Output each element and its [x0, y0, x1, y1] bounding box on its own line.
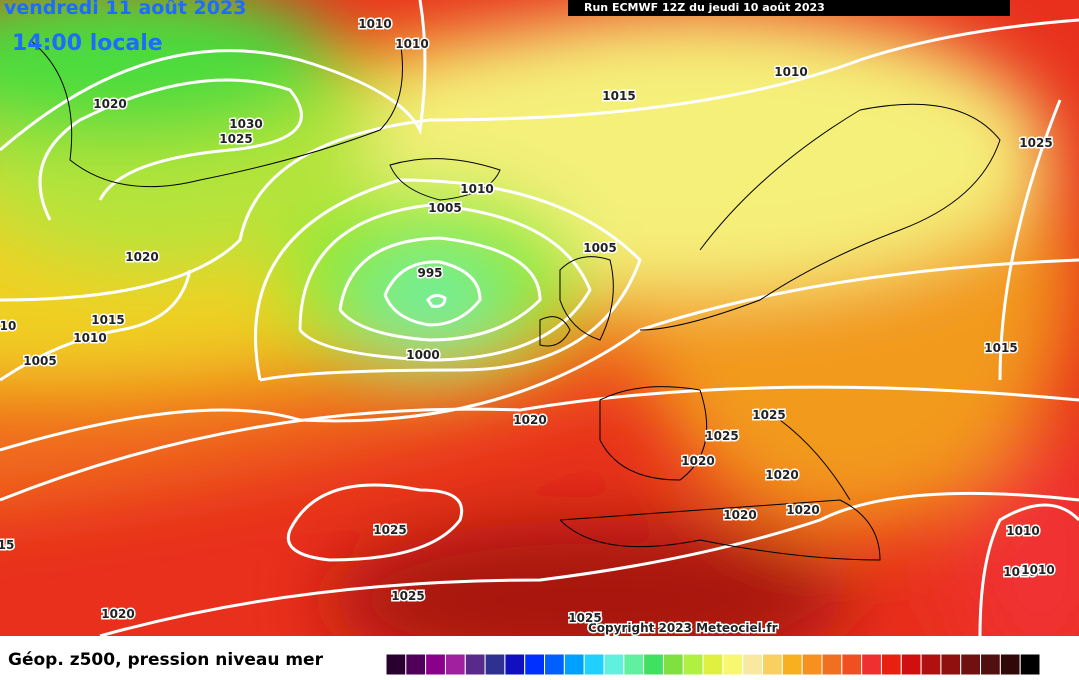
- color-swatch: [722, 653, 744, 676]
- isobars: [0, 0, 1079, 636]
- color-swatch: [464, 653, 486, 676]
- isobar-label: 995: [417, 266, 442, 280]
- isobar-label: 1020: [513, 413, 546, 427]
- isobar-label: 15: [0, 538, 14, 552]
- color-swatch: [405, 653, 427, 676]
- isobar-label: 1025: [373, 523, 406, 537]
- color-swatch: [623, 653, 645, 676]
- isobar-label: 1030: [229, 117, 262, 131]
- isobar-label: 1010: [774, 65, 807, 79]
- isobar-label: 1010: [1006, 524, 1039, 538]
- color-swatch: [781, 653, 803, 676]
- color-swatch: [603, 653, 625, 676]
- color-scale: [385, 653, 1041, 676]
- isobar-label: 1020: [786, 503, 819, 517]
- isobar-labels: 1010101010201030102510151010102510101005…: [0, 16, 1056, 627]
- isobar-label: 1025: [391, 589, 424, 603]
- isobar-label: 1020: [681, 454, 714, 468]
- isobar-label: 1020: [125, 250, 158, 264]
- color-swatch: [742, 653, 764, 676]
- isobar-label: 10: [0, 319, 16, 333]
- isobar-label: 1020: [723, 508, 756, 522]
- color-swatch: [702, 653, 724, 676]
- legend-title: Géop. z500, pression niveau mer: [8, 650, 324, 670]
- color-swatch: [920, 653, 942, 676]
- color-swatch: [1019, 653, 1041, 676]
- isobar-label: 1010: [1003, 565, 1036, 579]
- copyright: Copyright 2023 Meteociel.fr: [588, 621, 778, 635]
- coastlines: [29, 39, 1001, 561]
- color-swatch: [880, 653, 902, 676]
- color-swatch: [762, 653, 783, 676]
- color-swatch: [801, 653, 823, 676]
- isobar-label: 1010: [460, 182, 493, 196]
- color-swatch: [940, 653, 962, 676]
- isobar-label: 1005: [23, 354, 56, 368]
- color-swatch: [583, 653, 605, 676]
- isobar-label: 1010: [358, 17, 391, 31]
- color-swatch: [544, 653, 565, 676]
- isobar-label: 1025: [705, 429, 738, 443]
- color-swatch: [900, 653, 922, 676]
- color-swatch: [821, 653, 843, 676]
- isobar-label: 1010: [1021, 563, 1054, 577]
- color-swatch: [524, 653, 546, 676]
- isobar-label: 1025: [568, 611, 601, 625]
- run-text: Run ECMWF 12Z du jeudi 10 août 2023: [584, 1, 825, 14]
- isobar-label: 1000: [406, 348, 439, 362]
- color-swatch: [484, 653, 506, 676]
- run-banner: [568, 0, 1010, 16]
- color-swatch: [841, 653, 863, 676]
- isobar-label: 1020: [765, 468, 798, 482]
- color-swatch: [504, 653, 526, 676]
- color-swatch: [861, 653, 882, 676]
- color-swatch: [643, 653, 664, 676]
- isobar-label: 1015: [91, 313, 124, 327]
- isobar-label: 1015: [602, 89, 635, 103]
- isobar-label: 1025: [752, 408, 785, 422]
- color-swatch: [385, 653, 407, 676]
- isobar-label: 1025: [219, 132, 252, 146]
- isobar-label: 1025: [1019, 136, 1052, 150]
- color-swatch: [662, 653, 684, 676]
- isobar-label: 1015: [984, 341, 1017, 355]
- isobar-label: 1010: [395, 37, 428, 51]
- color-swatch: [682, 653, 704, 676]
- isobar-label: 1005: [583, 241, 616, 255]
- date-title: vendredi 11 août 2023: [4, 0, 246, 19]
- color-swatch: [999, 653, 1021, 676]
- isobar-label: 1020: [93, 97, 126, 111]
- color-swatch: [980, 653, 1001, 676]
- isobar-label: 1005: [428, 201, 461, 215]
- color-swatch: [563, 653, 585, 676]
- color-swatch: [425, 653, 446, 676]
- color-swatch: [960, 653, 982, 676]
- color-swatch: [444, 653, 466, 676]
- isobar-label: 1010: [73, 331, 106, 345]
- time-title: 14:00 locale: [12, 31, 163, 56]
- isobar-label: 1020: [101, 607, 134, 621]
